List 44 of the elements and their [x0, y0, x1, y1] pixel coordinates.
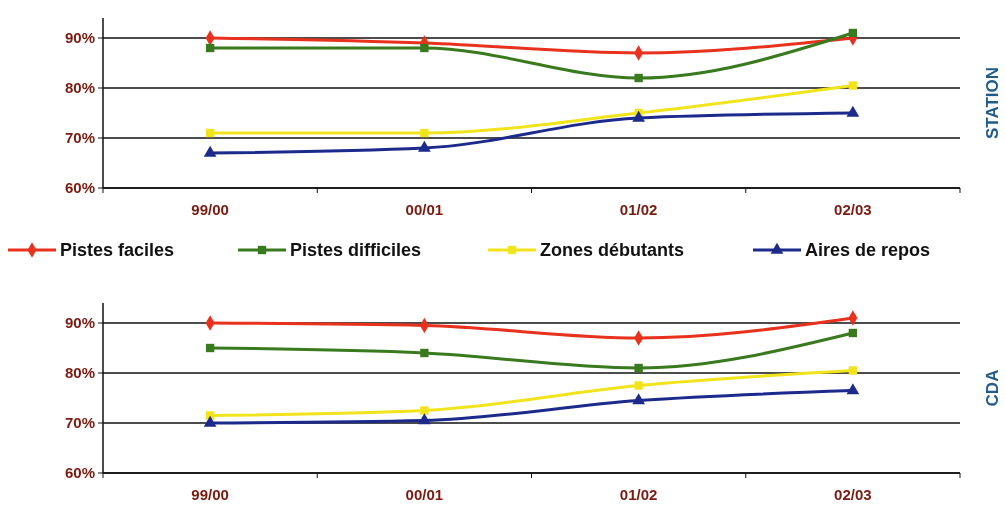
point — [634, 73, 643, 83]
point — [848, 328, 858, 338]
point — [205, 343, 215, 353]
point — [205, 128, 215, 138]
point — [848, 28, 858, 38]
x-tick-label: 00/01 — [405, 486, 444, 503]
x-tick-label: 99/00 — [191, 486, 229, 503]
legend-label: Pistes difficiles — [290, 240, 422, 261]
point — [420, 348, 429, 358]
legend-label: Pistes faciles — [60, 240, 175, 261]
point — [632, 393, 645, 405]
point — [420, 406, 429, 415]
point — [634, 363, 643, 373]
y-tick-label: 80% — [64, 79, 95, 97]
point — [205, 43, 215, 53]
y-tick-label: 60% — [64, 179, 95, 197]
point — [848, 81, 858, 90]
y2-axis-title: STATION — [982, 66, 1002, 140]
point — [632, 110, 645, 122]
y2-axis-title: CDA — [982, 369, 1002, 407]
x-tick-label: 01/02 — [619, 486, 658, 503]
point — [420, 128, 429, 138]
y-tick-label: 70% — [64, 129, 95, 147]
point — [846, 383, 860, 395]
legend-label: Aires de repos — [805, 240, 931, 261]
x-tick-label: 99/00 — [191, 201, 229, 218]
y-tick-label: 60% — [64, 464, 95, 482]
x-tick-label: 02/03 — [834, 486, 872, 503]
point — [846, 105, 860, 117]
point — [634, 381, 643, 390]
legend-label: Zones débutants — [540, 240, 685, 261]
y-tick-label: 80% — [64, 364, 95, 382]
y-tick-label: 90% — [64, 314, 95, 332]
x-tick-label: 01/02 — [619, 201, 658, 218]
x-tick-label: 00/01 — [405, 201, 444, 218]
y-tick-label: 90% — [64, 29, 95, 47]
point — [420, 43, 429, 53]
x-tick-label: 02/03 — [834, 201, 872, 218]
y-tick-label: 70% — [64, 414, 95, 432]
point — [848, 366, 858, 375]
point — [203, 415, 217, 427]
point — [203, 145, 217, 157]
point — [418, 413, 431, 425]
point — [418, 140, 431, 152]
